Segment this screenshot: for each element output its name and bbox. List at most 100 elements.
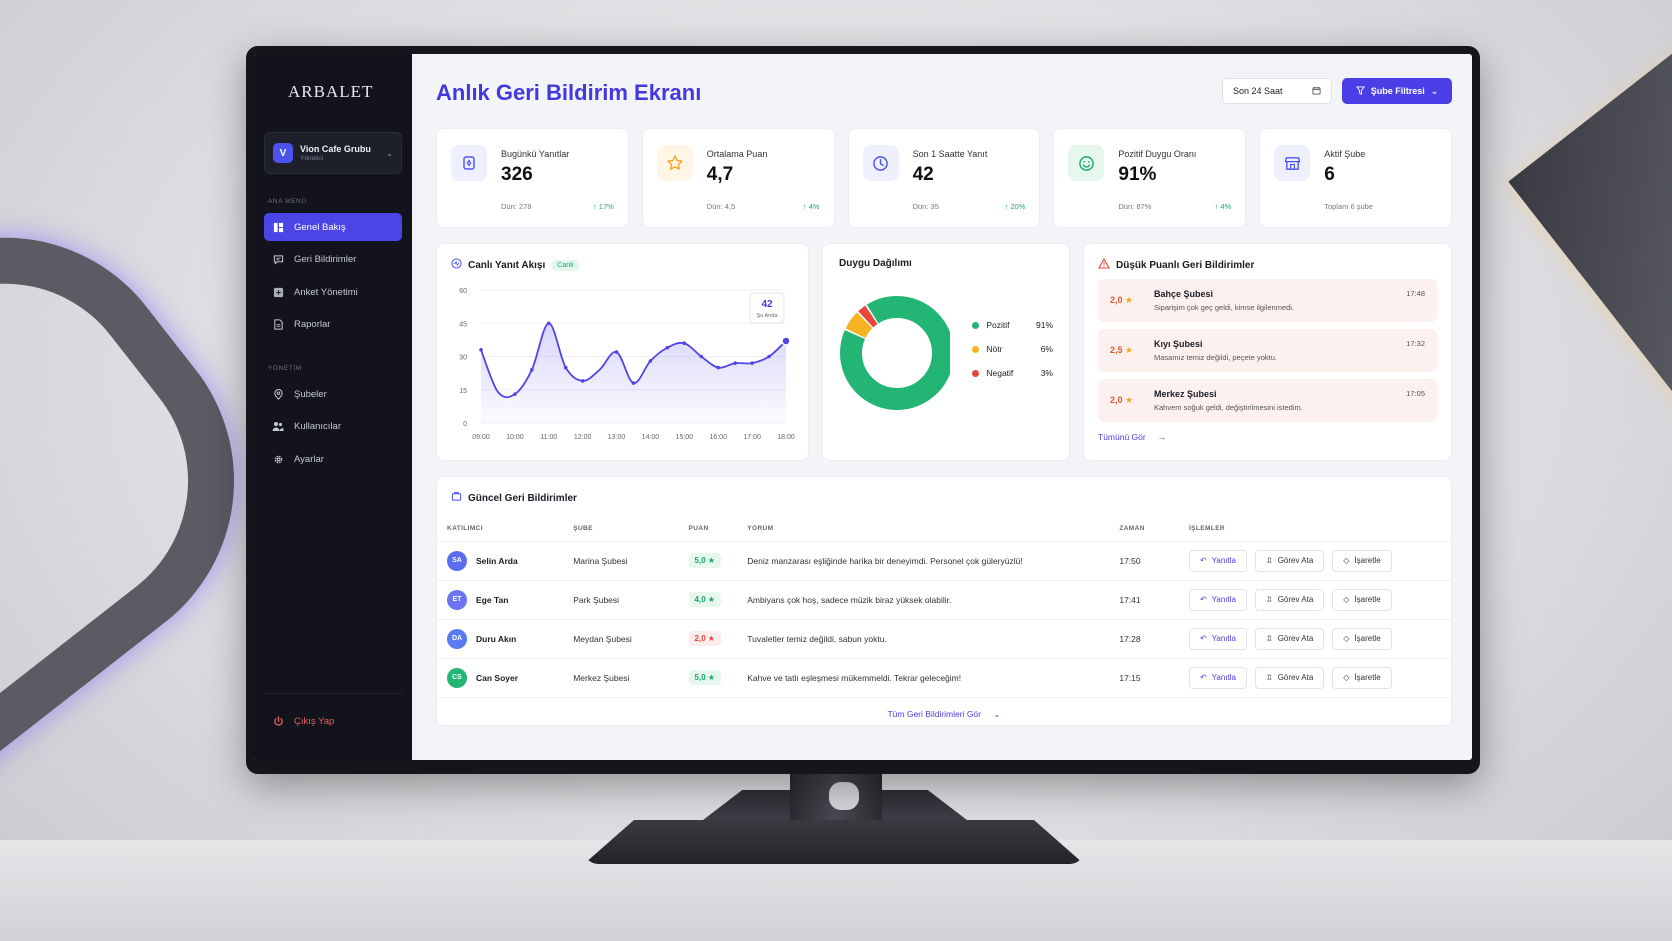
see-all-feedback-label: Tüm Geri Bildirimleri Gör: [887, 708, 981, 719]
comment-cell: Tuvaletler temiz değildi, sabun yoktu.: [737, 619, 1110, 659]
time-cell: 17:41: [1109, 580, 1179, 620]
stat-trend: ↑ 4%: [1214, 202, 1232, 211]
sidebar-item-main-2[interactable]: Anket Yönetimi: [264, 278, 402, 306]
flag-button[interactable]: ◇ İşaretle: [1332, 549, 1392, 572]
stat-previous: Dün: 35: [912, 202, 939, 211]
assign-task-button[interactable]: ⇫ Görev Ata: [1254, 549, 1325, 572]
assign-label: Görev Ata: [1277, 556, 1314, 565]
reply-button[interactable]: ↶ Yanıtla: [1188, 666, 1247, 689]
avatar: CS: [447, 667, 467, 688]
arrow-right-icon: →: [1157, 432, 1167, 442]
legend-item: Pozitif 91%: [972, 320, 1053, 330]
stat-previous: Toplam 6 şube: [1324, 202, 1373, 211]
score-number: 5,0: [694, 673, 706, 682]
sidebar-item-main-3[interactable]: Raporlar: [264, 311, 402, 339]
reply-button[interactable]: ↶ Yanıtla: [1188, 549, 1247, 572]
branch-cell: Park Şubesi: [563, 580, 679, 620]
column-header: ŞUBE: [563, 517, 679, 542]
current-point: [781, 336, 791, 346]
sidebar-item-admin-0[interactable]: Şubeler: [264, 380, 402, 408]
sidebar-item-admin-2[interactable]: Ayarlar: [264, 445, 402, 473]
sidebar-item-main-0[interactable]: Genel Bakış: [264, 213, 402, 241]
assign-task-button[interactable]: ⇫ Görev Ata: [1254, 666, 1325, 689]
legend-dot: [972, 345, 980, 353]
page-title: Anlık Geri Bildirim Ekranı: [436, 80, 702, 105]
live-badge: Canlı: [551, 259, 580, 271]
recent-feedback-panel: Güncel Geri Bildirimler KATILIMCI ŞUBE PUA…: [436, 476, 1452, 726]
reply-button[interactable]: ↶ Yanıtla: [1188, 588, 1247, 611]
low-score-comment: Masamız temiz değildi, peçete yoktu.: [1154, 353, 1277, 362]
stat-previous: Dün: 4,5: [706, 202, 736, 211]
score-number: 2,0: [694, 634, 706, 643]
flag-button[interactable]: ◇ İşaretle: [1332, 588, 1392, 611]
time-cell: 17:28: [1109, 619, 1179, 659]
sidebar-item-admin-1[interactable]: Kullanıcılar: [264, 413, 402, 441]
legend-value: 3%: [1040, 368, 1053, 378]
participant-name: Ege Tan: [476, 594, 509, 605]
assign-label: Görev Ata: [1277, 634, 1314, 643]
branch-cell: Meydan Şubesi: [563, 619, 679, 659]
branch-cell: Marina Şubesi: [563, 541, 679, 581]
date-range-select[interactable]: Son 24 Saat: [1222, 78, 1332, 104]
flag-button[interactable]: ◇ İşaretle: [1332, 627, 1392, 650]
stat-label: Pozitif Duygu Oranı: [1118, 149, 1197, 159]
reply-icon: ↶: [1199, 595, 1207, 604]
reply-button[interactable]: ↶ Yanıtla: [1188, 627, 1247, 650]
data-point: [631, 381, 636, 385]
main-content: Anlık Geri Bildirim Ekranı Son 24 Saat Ş…: [412, 54, 1472, 760]
live-response-panel: Canlı Yanıt Akışı Canlı 0 15 30 45 60 09:00 10…: [436, 243, 809, 461]
stat-card: Son 1 Saatte Yanıt 42 Dün: 35 ↑ 20%: [847, 128, 1041, 228]
star-icon: ★: [705, 634, 716, 643]
users-icon: [272, 421, 284, 433]
legend-name: Nötr: [986, 344, 1003, 354]
branch-filter-button[interactable]: Şube Filtresi ⌄: [1342, 78, 1452, 104]
monitor-frame: ARBALET V Vion Cafe Grubu Yönetici ⌄ ANA…: [246, 46, 1480, 774]
star-icon: ★: [705, 595, 716, 604]
assign-task-button[interactable]: ⇫ Görev Ata: [1254, 588, 1325, 611]
sidebar-item-main-1[interactable]: Geri Bildirimler: [264, 246, 402, 274]
chevron-down-icon: ⌄: [993, 708, 1001, 719]
low-score-branch: Merkez Şubesi: [1154, 389, 1217, 399]
thumb-up-icon: ⇫: [1265, 595, 1273, 604]
data-point: [614, 350, 619, 354]
section-label-main: ANA MENÜ: [268, 198, 307, 205]
table-row[interactable]: CS Can Soyer Merkez Şubesi 5,0 ★ Kahve ve ta…: [437, 658, 1451, 698]
reply-icon: ↶: [1199, 556, 1207, 565]
low-score-item[interactable]: 2,0 ★ Merkez Şubesi Kahvem soğuk geldi, de…: [1098, 379, 1437, 422]
stat-previous: Dün: 87%: [1118, 202, 1152, 211]
donut-slice-pozitif: [840, 296, 951, 410]
low-score-branch: Kıyı Şubesi: [1154, 339, 1203, 349]
participant-name: Selin Arda: [476, 555, 518, 566]
x-tick-label: 12:00: [574, 434, 592, 441]
y-tick-label: 45: [459, 321, 467, 328]
comment-cell: Deniz manzarası eşliğinde harika bir den…: [737, 541, 1110, 581]
score-badge: 5,0 ★: [688, 553, 722, 568]
low-score-comment: Kahvem soğuk geldi, değiştirilmesini ist…: [1154, 403, 1303, 412]
thumb-up-icon: ⇫: [1265, 634, 1273, 643]
data-point: [733, 361, 737, 365]
table-row[interactable]: ET Ege Tan Park Şubesi 4,0 ★ Ambiyans çok ho…: [437, 580, 1451, 620]
low-score-item[interactable]: 2,0 ★ Bahçe Şubesi Siparişim çok geç geldi…: [1098, 279, 1437, 322]
assign-task-button[interactable]: ⇫ Görev Ata: [1254, 627, 1325, 650]
see-all-feedback-link[interactable]: Tüm Geri Bildirimleri Gör ⌄: [437, 709, 1451, 720]
tooltip-label: Şu Anda: [757, 313, 779, 319]
see-all-low-link[interactable]: Tümünü Gör →: [1098, 432, 1437, 442]
report-icon: [272, 319, 284, 331]
low-score-time: 17:05: [1406, 389, 1425, 398]
score-number: 5,0: [694, 556, 706, 565]
stat-card: Ortalama Puan 4,7 Dün: 4,5 ↑ 4%: [641, 128, 835, 228]
score-badge: 5,0 ★: [688, 670, 722, 685]
table-row[interactable]: DA Duru Akın Meydan Şubesi 2,0 ★ Tuvaletler …: [437, 619, 1451, 659]
legend-dot: [972, 369, 980, 377]
low-score-item[interactable]: 2,5 ★ Kıyı Şubesi Masamız temiz değildi, p…: [1098, 329, 1437, 372]
org-switcher[interactable]: V Vion Cafe Grubu Yönetici ⌄: [264, 132, 402, 174]
flag-label: İşaretle: [1354, 634, 1381, 643]
flag-button[interactable]: ◇ İşaretle: [1332, 666, 1392, 689]
logout-button[interactable]: Çıkış Yap: [264, 708, 402, 736]
warning-icon: [1098, 258, 1110, 272]
middle-row: Canlı Yanıt Akışı Canlı 0 15 30 45 60 09:00 10…: [436, 243, 1452, 461]
stat-value: 6: [1324, 164, 1335, 185]
x-tick-label: 18:00: [777, 434, 795, 441]
x-tick-label: 13:00: [608, 434, 626, 441]
table-row[interactable]: SA Selin Arda Marina Şubesi 5,0 ★ Deniz manz…: [437, 541, 1451, 581]
